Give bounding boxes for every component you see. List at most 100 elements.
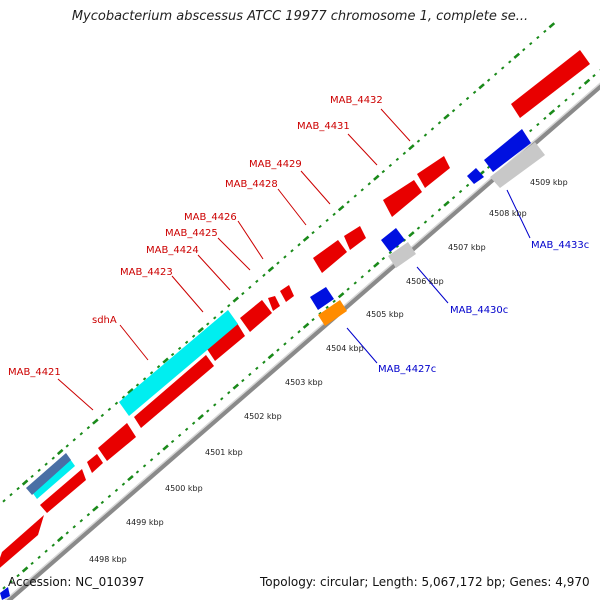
upper-tick-dot [276, 261, 280, 265]
gene-arrow-plus[interactable] [280, 285, 294, 302]
gene-label[interactable]: MAB_4425 [165, 228, 218, 239]
scale-label: 4500 kbp [165, 484, 203, 493]
upper-tick-dot [37, 468, 41, 472]
lower-tick-dot [451, 195, 456, 200]
accession-text: Accession: NC_010397 [8, 575, 145, 589]
gene-sdhA[interactable] [119, 310, 238, 416]
leader-line [171, 275, 204, 313]
upper-tick-dot [290, 249, 294, 253]
upper-tick-dot [127, 388, 134, 395]
lower-tick-dot [114, 488, 119, 492]
lower-tick-dot [536, 122, 540, 127]
scale-label: 4505 kbp [366, 310, 404, 319]
lower-tick-dot [30, 561, 34, 566]
gene-arrow-minus[interactable] [484, 129, 531, 172]
lower-tick-dot [135, 470, 140, 474]
lower-tick-dot [423, 220, 428, 224]
gene-arrow-minus[interactable] [310, 287, 334, 310]
gene-arrow-minus[interactable] [467, 168, 484, 184]
gene-label[interactable]: sdhA [92, 315, 117, 326]
gene-arrow-plus[interactable] [134, 355, 214, 428]
upper-tick-dot [486, 78, 491, 82]
gene-arrow-grey[interactable] [490, 142, 545, 188]
gene-arrow-minus[interactable] [381, 228, 405, 252]
upper-tick-dot [16, 486, 20, 491]
upper-tick-dot [346, 200, 350, 204]
upper-tick-dot [367, 182, 371, 186]
gene-label[interactable]: MAB_4431 [297, 121, 350, 132]
lower-tick-dot [255, 366, 259, 371]
upper-tick-dot [121, 395, 126, 399]
lower-tick-dot [127, 475, 134, 482]
lower-tick-dot [149, 458, 154, 462]
lower-tick-dot [220, 397, 224, 401]
upper-tick-dot [220, 310, 224, 314]
gene-arrow-orange[interactable] [318, 300, 347, 326]
gene-arrow-plus[interactable] [87, 454, 103, 473]
lower-tick-dot [381, 256, 386, 261]
upper-tick-dot [72, 438, 76, 442]
gene-cyan-small[interactable] [32, 459, 75, 499]
gene-label[interactable]: MAB_4428 [225, 179, 278, 190]
gene-arrow-plus[interactable] [240, 300, 272, 332]
gene-label[interactable]: MAB_4421 [8, 367, 61, 378]
gene-label[interactable]: MAB_4424 [146, 245, 199, 256]
gene-label[interactable]: MAB_4427c [378, 364, 436, 375]
lower-tick-dot [332, 299, 336, 303]
gene-arrow-plus[interactable] [344, 226, 366, 250]
gene-arrow-plus[interactable] [383, 180, 422, 217]
lower-tick-dot [79, 519, 84, 523]
lower-tick-dot [367, 269, 371, 273]
lower-tick-dot [395, 244, 400, 249]
lower-tick-dot [170, 439, 175, 444]
leader-line [346, 327, 378, 364]
summary-text: Topology: circular; Length: 5,067,172 bp… [260, 575, 590, 589]
lower-tick-dot [241, 378, 245, 383]
gene-arrow-plus[interactable] [313, 240, 347, 273]
gene-label[interactable]: MAB_4430c [450, 305, 508, 316]
upper-tick-dot [65, 444, 69, 448]
scale-label: 4504 kbp [326, 344, 364, 353]
lower-tick-dot [465, 183, 470, 188]
scale-label: 4506 kbp [406, 277, 444, 286]
gene-arrow-plus[interactable] [40, 469, 86, 513]
lower-tick-dot [564, 98, 568, 102]
upper-tick-dot [135, 383, 140, 387]
upper-tick-dot [86, 425, 91, 430]
gene-arrow-grey[interactable] [388, 242, 416, 268]
leader-line [119, 324, 149, 361]
gene-arrow-plus[interactable] [207, 323, 245, 361]
upper-tick-dot [408, 144, 415, 151]
gene-arrow-plus[interactable] [98, 423, 136, 461]
lower-tick-dot [583, 78, 591, 85]
leader-line [380, 108, 411, 142]
upper-tick-dot [311, 230, 315, 235]
lower-tick-dot [206, 409, 210, 413]
upper-tick-dot [9, 493, 13, 497]
lower-tick-dot [373, 261, 380, 268]
gene-label[interactable]: MAB_4429 [249, 159, 302, 170]
leader-line [237, 220, 264, 260]
gene-label[interactable]: MAB_4433c [531, 240, 589, 251]
upper-tick-dot [529, 41, 533, 46]
upper-tick-dot [360, 188, 364, 192]
gene-arrow-minus-edge[interactable] [0, 587, 10, 600]
gene-arrow-plus[interactable] [0, 515, 44, 572]
gene-arrow-plus[interactable] [268, 296, 280, 311]
lower-tick-dot [592, 74, 596, 78]
upper-tick-dot [325, 218, 329, 223]
upper-tick-dot [337, 205, 345, 212]
upper-tick-dot [56, 448, 64, 456]
lower-tick-dot [443, 200, 450, 207]
gene-arrow-plus[interactable] [417, 156, 450, 188]
gene-label[interactable]: MAB_4432 [330, 95, 383, 106]
gene-steel-small[interactable] [26, 453, 71, 495]
gene-arrow-plus[interactable] [511, 50, 590, 118]
lower-tick-dot [100, 500, 105, 505]
lower-tick-dot [177, 433, 182, 438]
lower-tick-dot [232, 383, 240, 390]
scale-label: 4509 kbp [530, 178, 568, 187]
gene-label[interactable]: MAB_4423 [120, 267, 173, 278]
gene-label[interactable]: MAB_4426 [184, 212, 237, 223]
